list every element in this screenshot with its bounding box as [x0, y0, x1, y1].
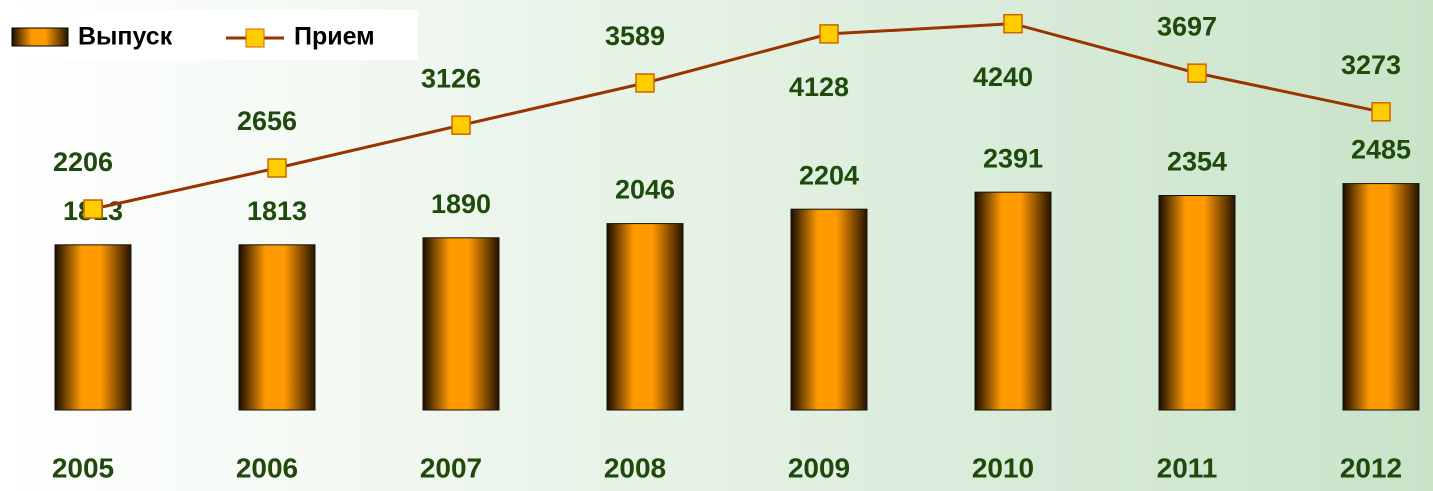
bar: [1342, 183, 1420, 411]
data-label: 1813: [247, 196, 307, 226]
x-tick-label: 2005: [52, 452, 114, 483]
data-label: 4240: [973, 62, 1033, 92]
data-label: 3697: [1157, 11, 1217, 41]
data-label: 3589: [605, 21, 665, 51]
bar: [422, 237, 500, 411]
bar: [238, 244, 316, 411]
marker: [267, 158, 287, 178]
x-tick-label: 2009: [788, 452, 850, 483]
x-tick-label: 2011: [1157, 452, 1218, 483]
bar: [790, 208, 868, 411]
legend-swatch: [245, 28, 265, 48]
data-label: 2204: [799, 160, 859, 190]
x-tick-label: 2006: [236, 452, 298, 483]
x-tick-label: 2007: [420, 452, 482, 483]
data-label: 2656: [237, 106, 297, 136]
line: [92, 22, 1382, 211]
data-label: 2485: [1351, 135, 1411, 165]
bar: [606, 223, 684, 411]
data-label: 2206: [53, 147, 113, 177]
x-tick-label: 2008: [604, 452, 666, 483]
legend-swatch: [11, 27, 69, 47]
marker: [819, 24, 839, 44]
data-label: 2391: [983, 143, 1043, 173]
marker: [1371, 102, 1391, 122]
marker: [451, 115, 471, 135]
bar: [1158, 195, 1236, 411]
data-label: 1890: [431, 189, 491, 219]
marker: [635, 73, 655, 93]
data-label: 2354: [1167, 147, 1227, 177]
x-tick-label: 2012: [1340, 452, 1402, 483]
legend-label: Прием: [294, 23, 375, 51]
data-label: 3126: [421, 63, 481, 93]
data-label: 3273: [1341, 50, 1401, 80]
data-label: 4128: [789, 72, 849, 102]
bar: [54, 244, 132, 411]
marker: [83, 199, 103, 219]
x-tick-label: 2010: [972, 452, 1034, 483]
legend: Выпуск Прием: [0, 10, 418, 60]
legend-box: [0, 10, 418, 60]
data-label: 2046: [615, 175, 675, 205]
legend-label: Выпуск: [78, 23, 173, 51]
marker: [1003, 13, 1023, 34]
bar: [974, 191, 1052, 411]
marker: [1187, 63, 1207, 83]
